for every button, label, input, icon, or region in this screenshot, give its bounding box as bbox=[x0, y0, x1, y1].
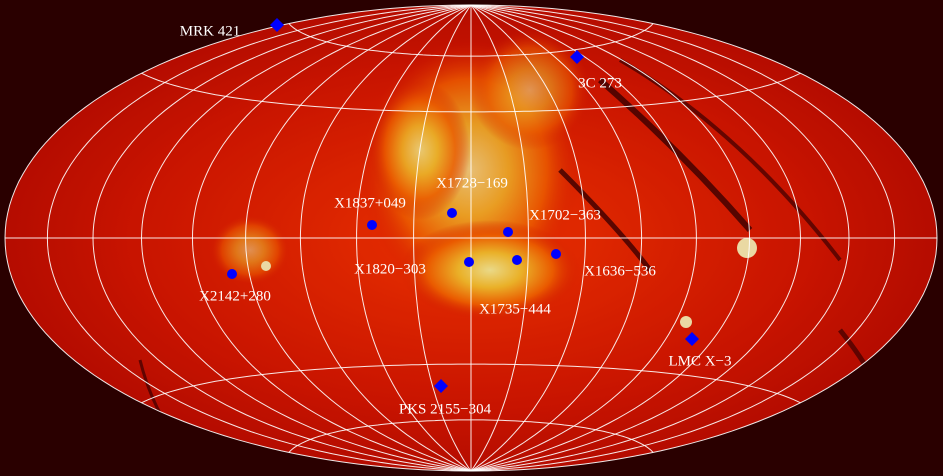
source-marker bbox=[570, 50, 584, 64]
source-label: X1728−169 bbox=[436, 175, 508, 191]
source-marker bbox=[367, 220, 377, 230]
source-label: PKS 2155−304 bbox=[399, 401, 492, 417]
source-marker bbox=[512, 255, 522, 265]
source-marker bbox=[447, 208, 457, 218]
source-label: X1735−444 bbox=[479, 301, 551, 317]
grid-line bbox=[141, 363, 801, 404]
grid-line bbox=[288, 23, 654, 57]
grid-line bbox=[141, 72, 801, 113]
source-label: X1636−536 bbox=[584, 263, 656, 279]
source-marker bbox=[503, 227, 513, 237]
source-label: X1837+049 bbox=[334, 195, 406, 211]
source-label: 3C 273 bbox=[578, 75, 622, 91]
source-marker bbox=[227, 269, 237, 279]
source-marker bbox=[270, 18, 284, 32]
source-marker bbox=[464, 257, 474, 267]
graticule bbox=[4, 4, 938, 472]
source-marker bbox=[551, 249, 561, 259]
source-label: X2142+280 bbox=[199, 288, 271, 304]
source-label: MRK 421 bbox=[180, 23, 240, 39]
source-marker bbox=[434, 379, 448, 393]
source-marker bbox=[685, 332, 699, 346]
source-label: X1702−363 bbox=[529, 207, 601, 223]
grid-line bbox=[288, 419, 654, 453]
source-label: X1820−303 bbox=[354, 261, 426, 277]
source-label: LMC X−3 bbox=[668, 353, 731, 369]
sources: MRK 421 3C 273 X1728−169 X1837+049 X1702… bbox=[180, 18, 732, 417]
